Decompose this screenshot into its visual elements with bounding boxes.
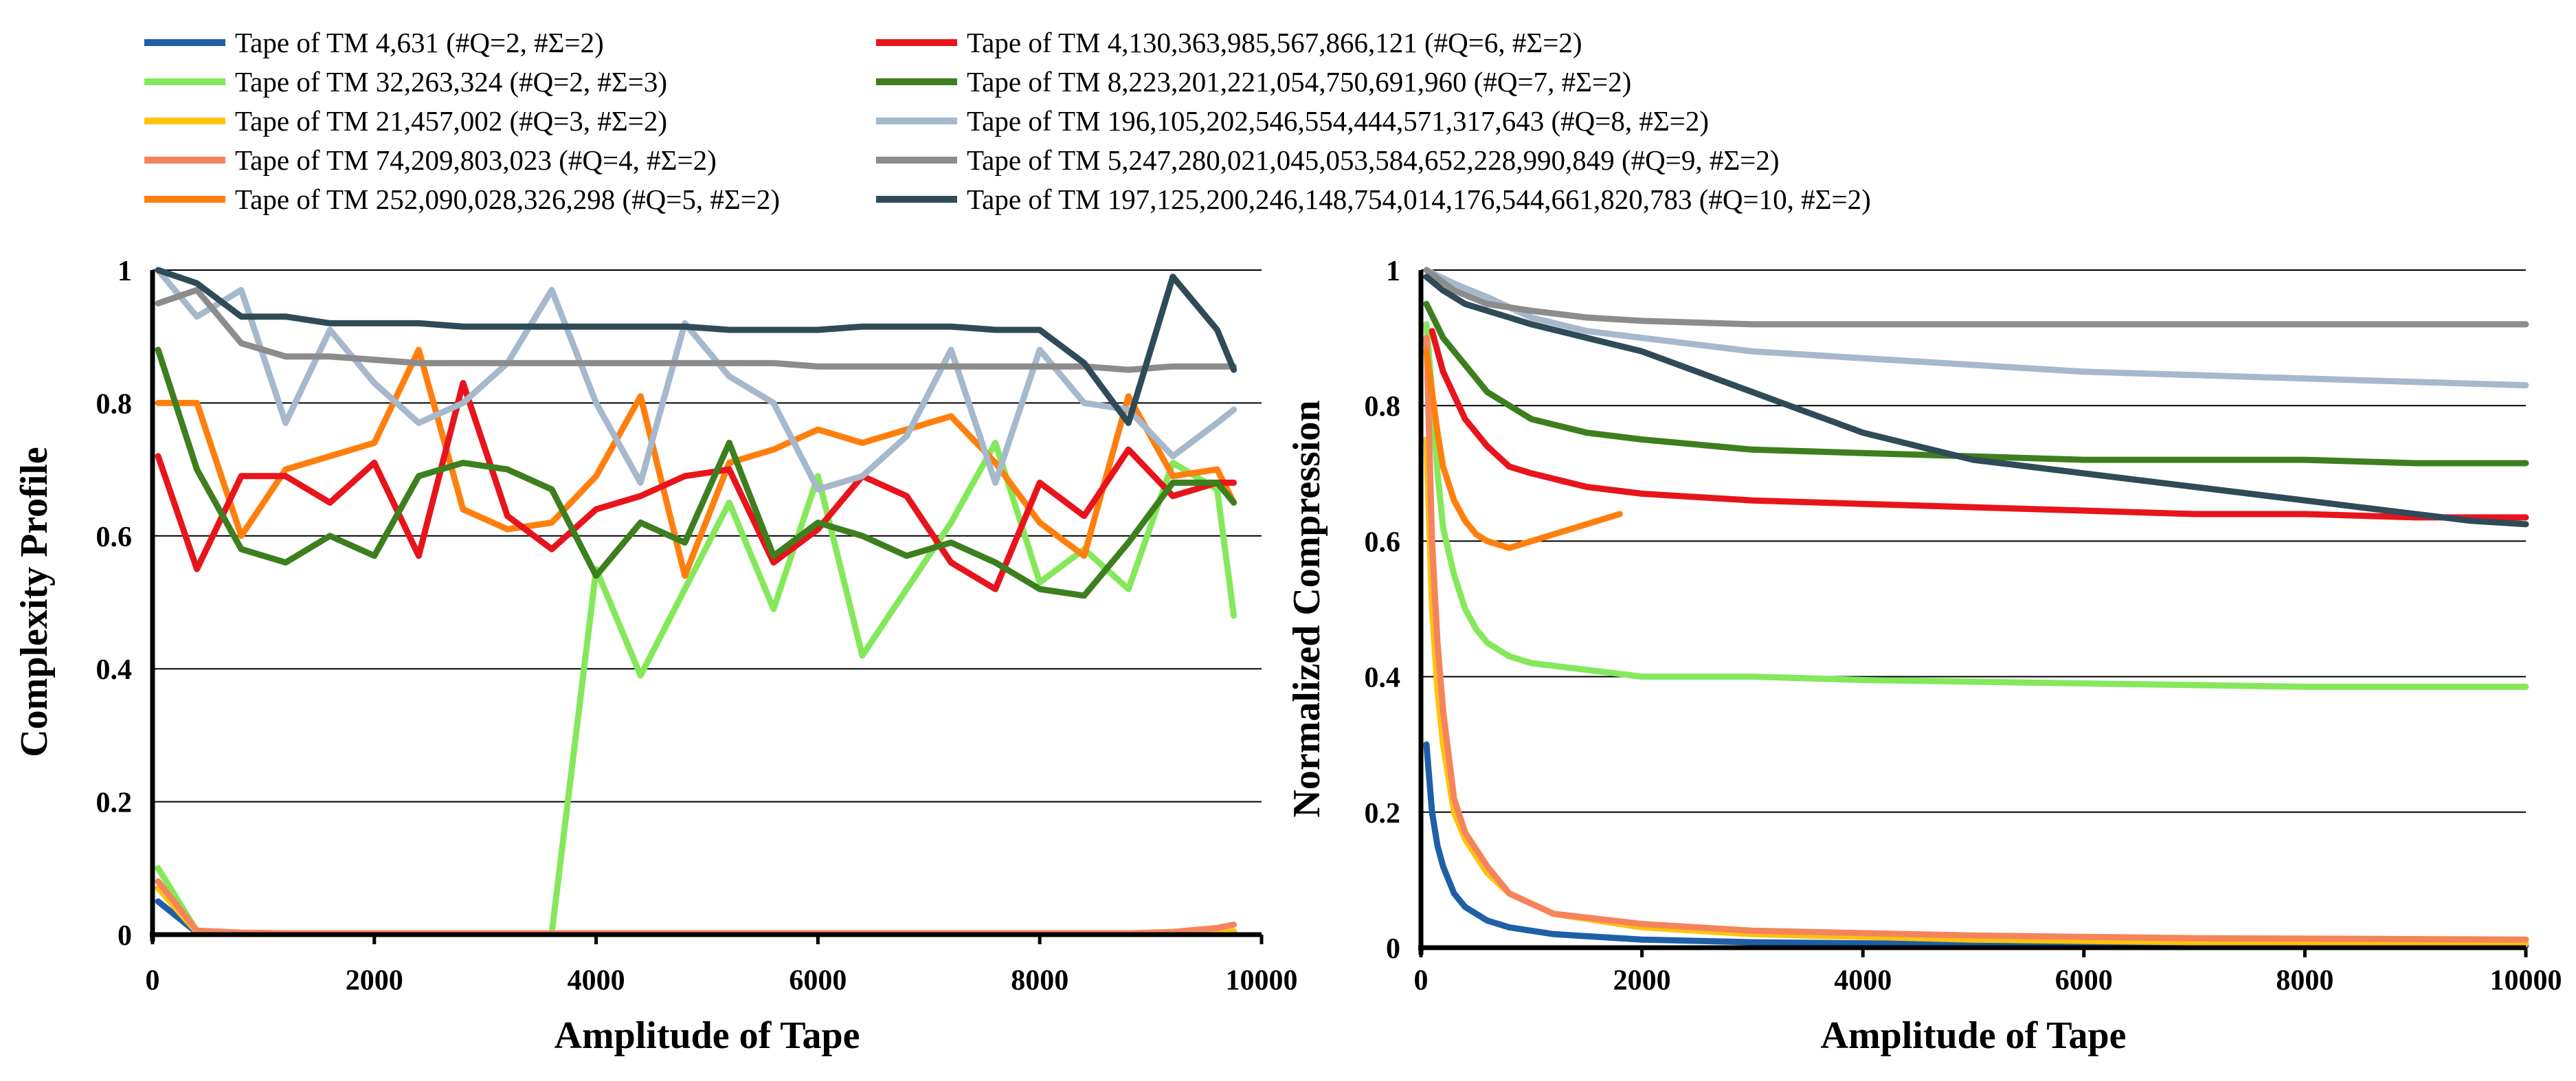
- x-tick-label: 4000: [568, 965, 625, 996]
- legend-item: Tape of TM 197,125,200,246,148,754,014,1…: [876, 183, 1871, 215]
- legend-item: Tape of TM 252,090,028,326,298 (#Q=5, #Σ…: [144, 183, 780, 215]
- legend-label: Tape of TM 252,090,028,326,298 (#Q=5, #Σ…: [235, 183, 780, 215]
- legend-label: Tape of TM 21,457,002 (#Q=3, #Σ=2): [235, 105, 667, 137]
- y-tick-label: 0.2: [1365, 798, 1401, 829]
- legend-item: Tape of TM 5,247,280,021,045,053,584,652…: [876, 144, 1780, 176]
- y-tick-label: 0: [1386, 933, 1400, 965]
- series-line: [1423, 267, 2529, 328]
- series-line: [1423, 348, 1623, 551]
- series-line: [1423, 335, 2529, 943]
- series-line: [155, 898, 1237, 935]
- legend-label: Tape of TM 32,263,324 (#Q=2, #Σ=3): [235, 66, 667, 98]
- x-axis-label: Amplitude of Tape: [555, 1014, 860, 1057]
- series-line: [155, 267, 1237, 493]
- x-tick-label: 2000: [346, 965, 403, 996]
- x-tick-label: 0: [146, 965, 160, 996]
- y-tick-label: 0.8: [1365, 391, 1401, 423]
- legend-item: Tape of TM 21,457,002 (#Q=3, #Σ=2): [144, 105, 667, 137]
- x-tick-label: 8000: [2276, 965, 2333, 996]
- series-group: [155, 267, 1237, 935]
- series-line: [155, 346, 1237, 599]
- legend-label: Tape of TM 8,223,201,221,054,750,691,960…: [967, 66, 1631, 98]
- legend: Tape of TM 4,631 (#Q=2, #Σ=2) Tape of TM …: [144, 27, 1871, 215]
- legend-item: Tape of TM 4,130,363,985,567,866,121 (#Q…: [876, 27, 1582, 58]
- y-tick-label: 0.6: [96, 522, 133, 553]
- x-tick-label: 2000: [1613, 965, 1671, 996]
- x-tick-label: 10000: [1226, 965, 1298, 996]
- series-line: [155, 379, 1237, 592]
- series-line: [1423, 300, 2529, 467]
- y-tick-label: 1: [117, 256, 132, 287]
- x-tick-label: 6000: [2055, 965, 2113, 996]
- legend-item: Tape of TM 196,105,202,546,554,444,571,3…: [876, 105, 1709, 137]
- y-tick-label: 1: [1386, 256, 1400, 287]
- legend-label: Tape of TM 197,125,200,246,148,754,014,1…: [967, 183, 1871, 215]
- y-tick-label: 0.2: [96, 788, 133, 819]
- series-line: [155, 267, 1237, 426]
- legend-label: Tape of TM 4,631 (#Q=2, #Σ=2): [235, 27, 604, 58]
- series-line: [1429, 328, 2529, 521]
- x-tick-label: 4000: [1834, 965, 1892, 996]
- legend-label: Tape of TM 4,130,363,985,567,866,121 (#Q…: [967, 27, 1582, 58]
- y-axis-label: Complexity Profile: [13, 447, 56, 757]
- y-tick-label: 0: [117, 920, 132, 952]
- y-tick-label: 0.8: [96, 388, 133, 420]
- complexity-profile-chart: 0 0.2 0.4 0.6 0.8 1 0 2000 4000 6000 8000 10000 Ampl…: [13, 256, 1298, 1057]
- series-group: [1423, 267, 2529, 948]
- series-line: [155, 878, 1237, 935]
- x-axis-label: Amplitude of Tape: [1821, 1014, 2127, 1057]
- y-tick-label: 0.4: [1365, 662, 1401, 694]
- x-tick-label: 8000: [1011, 965, 1068, 996]
- series-line: [1423, 274, 2529, 528]
- series-line: [1423, 321, 2529, 690]
- series-line: [155, 884, 1237, 935]
- series-line: [155, 346, 1237, 579]
- series-line: [1423, 741, 2529, 948]
- y-tick-label: 0.4: [96, 654, 133, 686]
- legend-item: Tape of TM 74,209,803,023 (#Q=4, #Σ=2): [144, 144, 717, 176]
- y-axis-label: Normalized Compression: [1286, 400, 1328, 817]
- y-tick-label: 0.6: [1365, 526, 1401, 558]
- series-line: [1423, 267, 2529, 389]
- x-tick-label: 0: [1414, 965, 1429, 996]
- x-tick-label: 6000: [789, 965, 847, 996]
- legend-label: Tape of TM 196,105,202,546,554,444,571,3…: [967, 105, 1709, 137]
- legend-label: Tape of TM 74,209,803,023 (#Q=4, #Σ=2): [235, 144, 717, 176]
- legend-item: Tape of TM 32,263,324 (#Q=2, #Σ=3): [144, 66, 667, 98]
- legend-label: Tape of TM 5,247,280,021,045,053,584,652…: [967, 144, 1780, 176]
- legend-item: Tape of TM 4,631 (#Q=2, #Σ=2): [144, 27, 604, 58]
- legend-item: Tape of TM 8,223,201,221,054,750,691,960…: [876, 66, 1631, 98]
- normalized-compression-chart: 0 0.2 0.4 0.6 0.8 1 0 2000 4000 6000 8000 10000 Ampl…: [1286, 256, 2562, 1057]
- series-line: [155, 287, 1237, 373]
- x-tick-label: 10000: [2490, 965, 2562, 996]
